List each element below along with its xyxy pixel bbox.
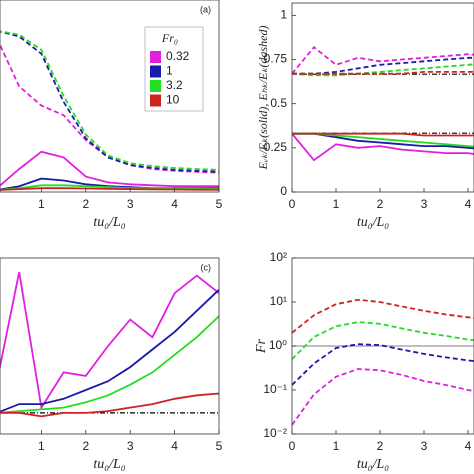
legend-swatch bbox=[150, 80, 161, 92]
series-line bbox=[292, 132, 474, 150]
y-tick-label: 1 bbox=[280, 8, 287, 22]
series-line bbox=[292, 56, 474, 75]
x-tick-label: 3 bbox=[421, 197, 428, 211]
y-tick-label: 10² bbox=[270, 250, 287, 264]
x-tick-label: 1 bbox=[38, 439, 45, 453]
x-tick-label: 1 bbox=[38, 197, 45, 211]
x-tick-label: 0 bbox=[289, 197, 296, 211]
y-tick-label: 10⁻² bbox=[263, 426, 287, 440]
y-axis-label: Eᵥₖ/Eₖ(solid), Eₕₖ/Eₖ(dashed) bbox=[256, 26, 270, 171]
x-tick-label: 3 bbox=[421, 439, 428, 453]
axes-frame bbox=[291, 2, 474, 193]
legend-swatch bbox=[150, 51, 161, 63]
plot-area bbox=[0, 271, 219, 418]
legend-swatch bbox=[150, 65, 161, 78]
series-line bbox=[0, 184, 219, 191]
x-axis-label: tu₀/L₀ bbox=[93, 215, 125, 230]
legend-swatch bbox=[150, 94, 161, 107]
x-tick-label: 3 bbox=[127, 197, 134, 211]
series-line bbox=[0, 315, 219, 414]
series-line bbox=[0, 392, 219, 418]
x-tick-label: 4 bbox=[465, 439, 472, 453]
y-tick-label: 0 bbox=[280, 184, 287, 198]
panel-label: (c) bbox=[201, 262, 212, 272]
x-tick-label: 4 bbox=[171, 439, 178, 453]
series-line bbox=[0, 271, 219, 411]
axes-frame bbox=[0, 0, 220, 193]
legend-label: 10 bbox=[166, 93, 180, 107]
x-tick-label: 2 bbox=[377, 439, 384, 453]
y-tick-label: 0.25 bbox=[264, 140, 288, 154]
series-line bbox=[292, 133, 474, 162]
series-line bbox=[292, 71, 474, 75]
panel: 0 1 2 3 4 0 0.25 0.5 0.75 1 tu₀/L₀ Eᵥₖ/Eₖ(solid), E… bbox=[256, 2, 474, 230]
series-line bbox=[0, 187, 219, 191]
y-tick-label: 0.75 bbox=[264, 52, 288, 66]
y-axis-label: Fr bbox=[254, 338, 269, 354]
series-line bbox=[292, 298, 474, 334]
legend-title: Fr₀ bbox=[161, 31, 178, 45]
y-tick-label: 0.5 bbox=[270, 96, 287, 110]
series-line bbox=[0, 42, 219, 174]
x-tick-label: 3 bbox=[127, 439, 134, 453]
legend-label: 1 bbox=[166, 64, 173, 78]
x-tick-label: 0 bbox=[289, 439, 296, 453]
x-tick-label: 2 bbox=[377, 197, 384, 211]
plot-area bbox=[0, 30, 219, 191]
x-tick-label: 2 bbox=[82, 439, 89, 453]
x-tick-label: 4 bbox=[465, 197, 472, 211]
series-line bbox=[0, 150, 219, 188]
legend-label: 3.2 bbox=[166, 78, 183, 92]
panel-label: (a) bbox=[200, 4, 211, 14]
series-line bbox=[292, 368, 474, 426]
series-line bbox=[292, 343, 474, 386]
series-line bbox=[292, 63, 474, 77]
series-line bbox=[292, 132, 474, 148]
series-line bbox=[292, 132, 474, 137]
y-tick-label: 10⁻¹ bbox=[263, 382, 287, 396]
y-tick-label: 10¹ bbox=[270, 294, 287, 308]
x-axis-label: tu₀/L₀ bbox=[93, 457, 125, 472]
plot-area bbox=[292, 45, 474, 162]
y-tick-label: 10⁰ bbox=[269, 338, 287, 352]
series-line bbox=[0, 30, 219, 173]
series-line bbox=[0, 30, 219, 171]
x-tick-label: 5 bbox=[216, 197, 223, 211]
series-line bbox=[0, 289, 219, 413]
x-tick-label: 5 bbox=[216, 439, 223, 453]
x-axis-label: tu₀/L₀ bbox=[357, 215, 389, 230]
plot-area bbox=[292, 298, 474, 426]
axes-frame bbox=[0, 257, 220, 435]
panel: 1 2 3 4 5 tu₀/L₀ (c) bbox=[0, 257, 223, 472]
series-line bbox=[292, 321, 474, 360]
x-tick-label: 4 bbox=[171, 197, 178, 211]
x-axis-label: tu₀/L₀ bbox=[357, 457, 389, 472]
x-tick-label: 1 bbox=[333, 439, 340, 453]
legend-label: 0.32 bbox=[166, 49, 190, 63]
x-tick-label: 2 bbox=[82, 197, 89, 211]
panel: 0 1 2 3 4 10⁻² 10⁻¹ 10⁰ 10¹ 10² tu₀/L₀ Fr bbox=[254, 250, 474, 472]
x-tick-label: 1 bbox=[333, 197, 340, 211]
series-line bbox=[292, 45, 474, 75]
